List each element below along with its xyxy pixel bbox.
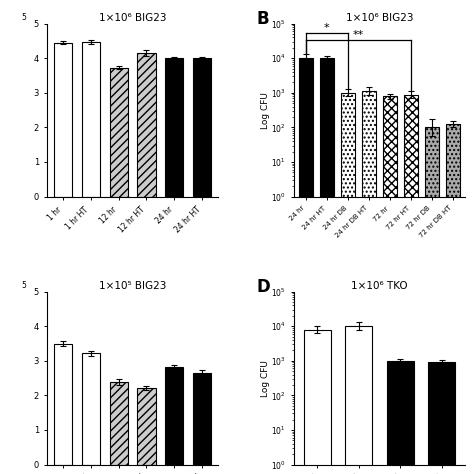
Y-axis label: Log CFU: Log CFU [261, 360, 270, 397]
Bar [193, 373, 211, 465]
Bar [54, 43, 72, 197]
Bar [304, 330, 330, 474]
Text: 5: 5 [21, 281, 26, 290]
Bar [165, 367, 183, 465]
Bar [109, 382, 128, 465]
Bar [165, 57, 183, 197]
Bar [387, 361, 414, 474]
Title: 1×10⁵ BIG23: 1×10⁵ BIG23 [99, 281, 166, 291]
Bar [425, 128, 439, 474]
Bar [320, 58, 334, 474]
Bar [137, 388, 155, 465]
Bar [54, 344, 72, 465]
Text: *: * [324, 23, 329, 33]
Bar [109, 68, 128, 197]
Text: B: B [257, 10, 269, 28]
Bar [341, 93, 355, 474]
Y-axis label: Log CFU: Log CFU [261, 91, 270, 128]
Bar [383, 96, 397, 474]
Bar [404, 95, 418, 474]
Bar [299, 58, 313, 474]
Title: 1×10⁶ BIG23: 1×10⁶ BIG23 [346, 13, 413, 23]
Text: D: D [257, 278, 271, 296]
Text: 5: 5 [21, 13, 26, 22]
Bar [345, 326, 372, 474]
Bar [82, 42, 100, 197]
Title: 1×10⁶ TKO: 1×10⁶ TKO [351, 281, 408, 291]
Text: **: ** [353, 29, 364, 39]
Bar [82, 353, 100, 465]
Bar [428, 362, 455, 474]
Bar [446, 124, 460, 474]
Bar [193, 58, 211, 197]
Bar [362, 91, 376, 474]
Bar [137, 53, 155, 197]
Title: 1×10⁶ BIG23: 1×10⁶ BIG23 [99, 13, 166, 23]
